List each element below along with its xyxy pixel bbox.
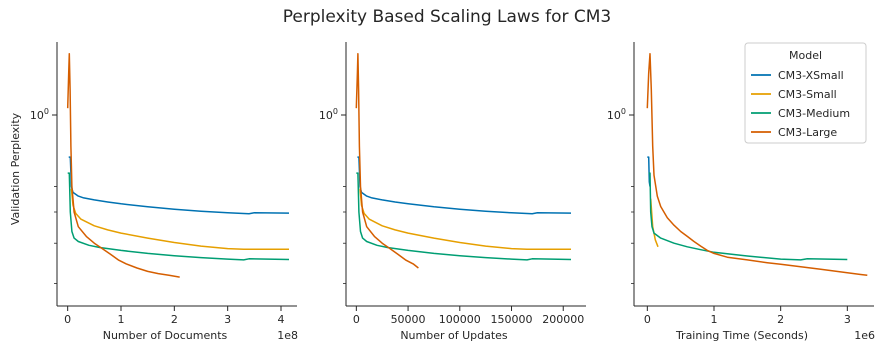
- series-line-cm3-medium-panel-2: [356, 172, 572, 261]
- legend-label-cm3-large: CM3-Large: [778, 126, 837, 139]
- x-tick-label: 150000: [491, 313, 533, 326]
- x-tick-label: 0: [353, 313, 360, 326]
- panel-1: 100 0 1 2 3 4 Number of Documents 1e8 Validation…: [9, 42, 298, 342]
- series-line-cm3-medium-panel-3: [648, 172, 848, 261]
- x-offset-text: 1e8: [277, 329, 298, 342]
- series-line-cm3-xsmall-panel-1: [68, 156, 290, 215]
- y-axis-label: Validation Perplexity: [9, 112, 22, 225]
- y-tick-label: 100: [30, 107, 49, 122]
- x-axis-label: Number of Documents: [103, 329, 228, 342]
- x-tick-label: 100000: [439, 313, 481, 326]
- chart-title: Perplexity Based Scaling Laws for CM3: [283, 7, 611, 27]
- x-offset-text: 1e6: [854, 329, 875, 342]
- legend-label-cm3-xsmall: CM3-XSmall: [778, 69, 844, 82]
- x-tick-label: 3: [224, 313, 231, 326]
- y-tick-label: 100: [319, 107, 338, 122]
- x-tick-label: 2: [777, 313, 784, 326]
- x-axis-label: Training Time (Seconds): [675, 329, 808, 342]
- x-tick-label: 1: [118, 313, 125, 326]
- legend-label-cm3-medium: CM3-Medium: [778, 107, 850, 120]
- series-line-cm3-medium-panel-1: [67, 172, 290, 261]
- x-tick-label: 0: [644, 313, 651, 326]
- series-line-cm3-small-panel-2: [359, 188, 571, 251]
- x-tick-label: 0: [64, 313, 71, 326]
- legend-title: Model: [789, 49, 822, 62]
- x-tick-label: 1: [711, 313, 718, 326]
- x-tick-label: 3: [844, 313, 851, 326]
- x-tick-label: 200000: [542, 313, 584, 326]
- y-tick-label: 100: [607, 107, 626, 122]
- series-line-cm3-large-panel-3: [646, 52, 868, 277]
- x-tick-label: 4: [278, 313, 285, 326]
- legend-label-cm3-small: CM3-Small: [778, 88, 837, 101]
- x-axis-label: Number of Updates: [400, 329, 508, 342]
- series-line-cm3-large-panel-2: [355, 52, 419, 269]
- legend-box: [744, 42, 867, 144]
- series-line-cm3-xsmall-panel-2: [357, 156, 572, 215]
- panel-3: 100 0 1 2 3 Training Time (Seconds) 1e6: [607, 42, 875, 342]
- panel-2: 100 0 50000 100000 150000 200000 Number of Upd…: [319, 42, 586, 342]
- x-tick-label: 2: [171, 313, 178, 326]
- series-line-cm3-small-panel-1: [70, 188, 289, 251]
- series-line-cm3-large-panel-1: [66, 52, 180, 278]
- x-tick-label: 50000: [391, 313, 426, 326]
- chart-legend: Model CM3-XSmall CM3-Small CM3-Medium CM3-La…: [744, 42, 867, 144]
